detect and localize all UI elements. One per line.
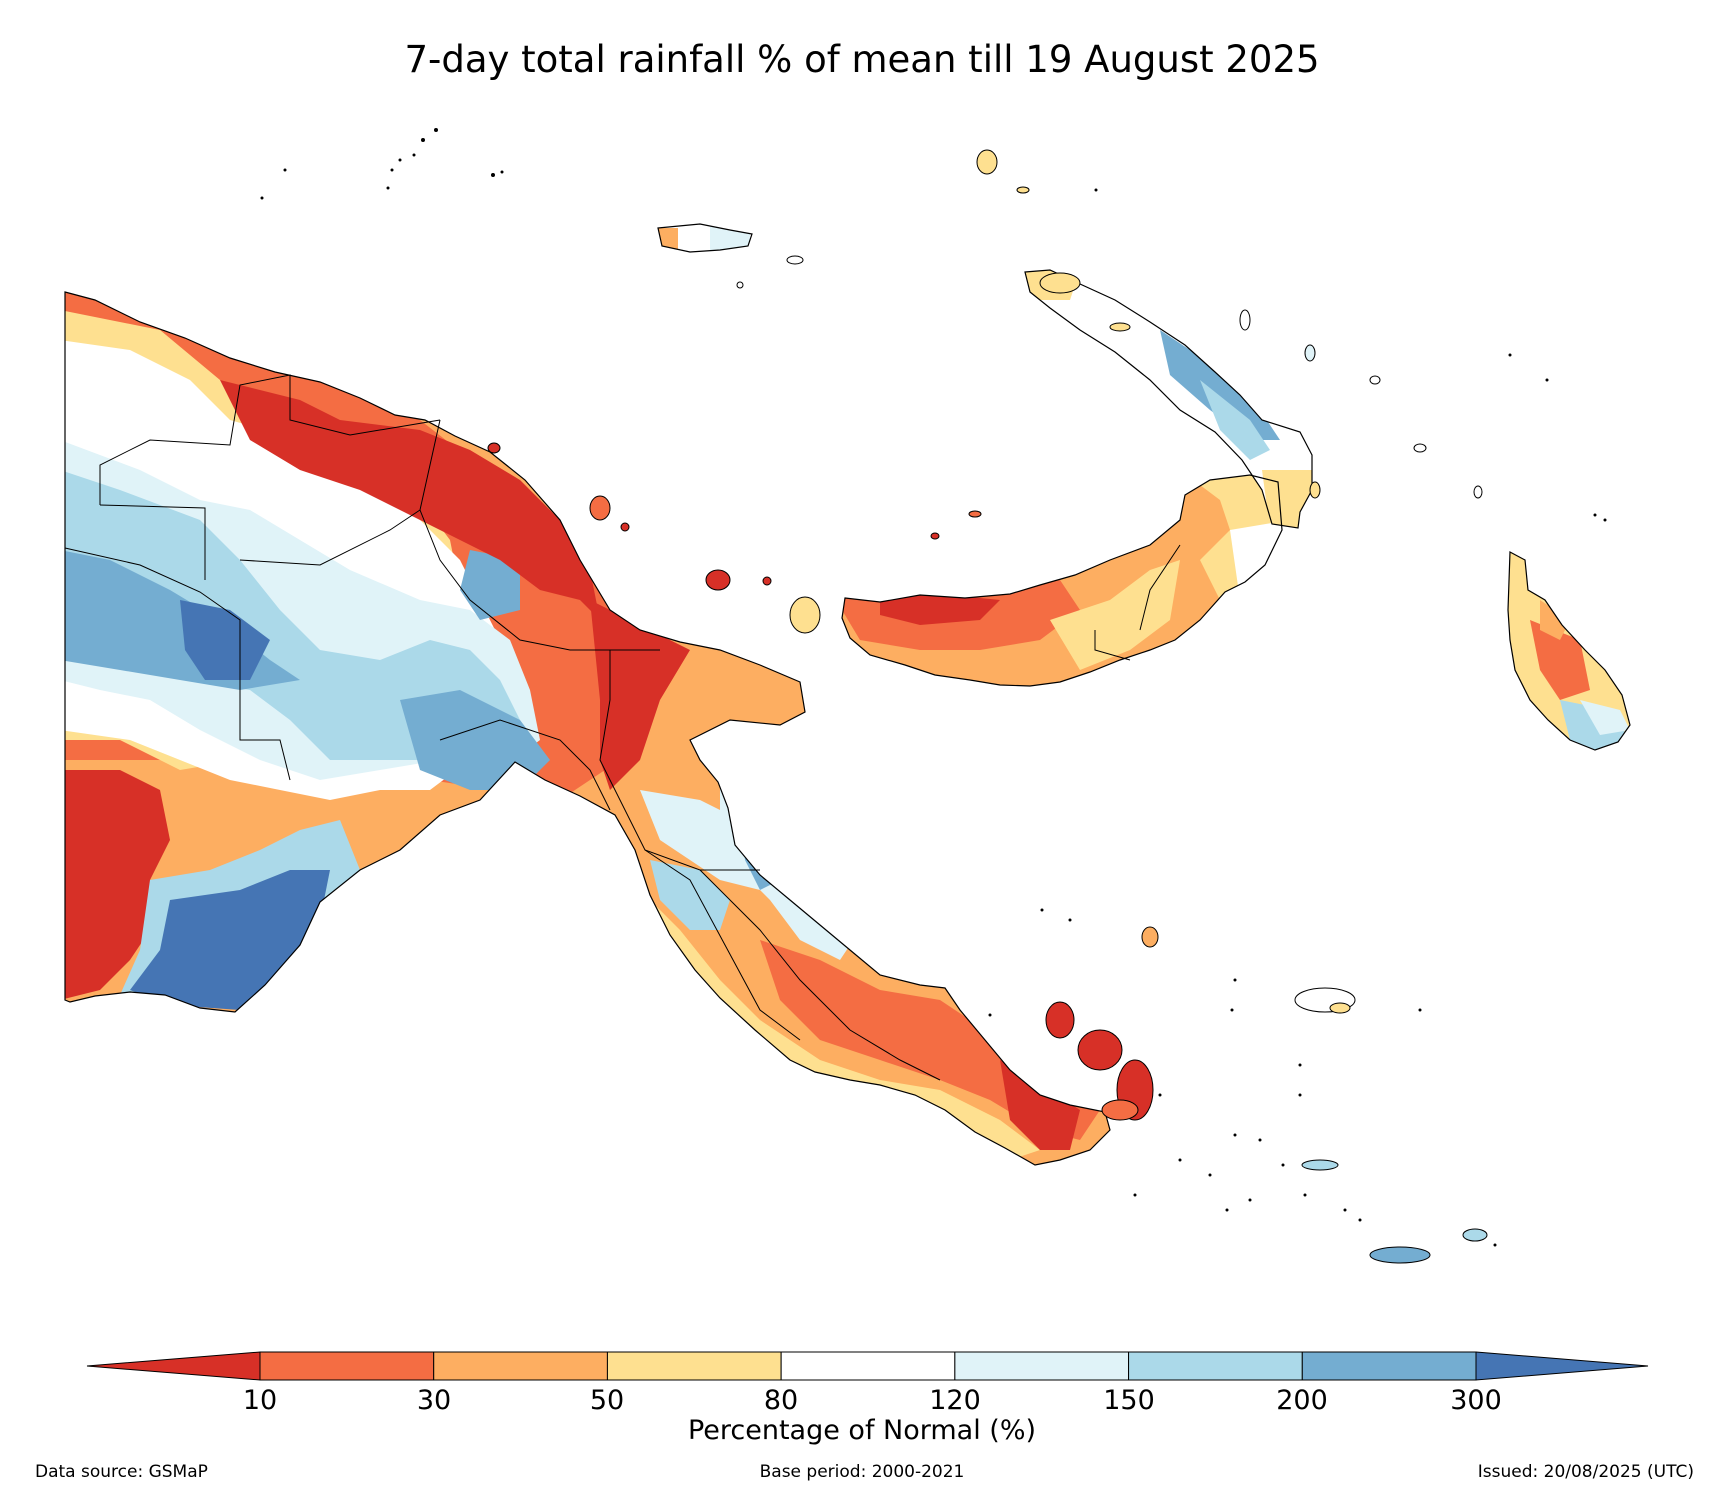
colorbar-segment (1128, 1351, 1303, 1381)
coastlines (64, 223, 1631, 1166)
island-dots (260, 128, 1607, 1247)
colorbar-tick: 300 (1450, 1385, 1502, 1416)
small-islands (487, 149, 1488, 1264)
colorbar-segment (954, 1351, 1130, 1381)
base-period: Base period: 2000-2021 (759, 1462, 965, 1482)
data-source: Data source: GSMaP (35, 1462, 208, 1482)
colorbar-segments (86, 1351, 1649, 1381)
colorbar-tick: 10 (242, 1385, 278, 1416)
colorbar-extend-high (1475, 1351, 1649, 1381)
colorbar (86, 1351, 1649, 1381)
colorbar-tick: 30 (416, 1385, 452, 1416)
colorbar-tick: 50 (589, 1385, 625, 1416)
colorbar-tick: 120 (929, 1385, 981, 1416)
colorbar-segment (259, 1351, 435, 1381)
province-boundaries (64, 374, 1181, 1081)
chart-title: 7-day total rainfall % of mean till 19 A… (404, 38, 1320, 81)
colorbar-extend-low (86, 1351, 261, 1381)
colorbar-tick: 200 (1276, 1385, 1328, 1416)
issued-date: Issued: 20/08/2025 (UTC) (1477, 1462, 1694, 1482)
colorbar-segment (780, 1351, 956, 1381)
colorbar-segment (1301, 1351, 1477, 1381)
rainfall-map (64, 128, 1631, 1264)
colorbar-label: Percentage of Normal (%) (687, 1415, 1037, 1446)
colorbar-tick: 80 (763, 1385, 799, 1416)
colorbar-segment (433, 1351, 608, 1381)
colorbar-tick: 150 (1103, 1385, 1155, 1416)
colorbar-segment (606, 1351, 782, 1381)
